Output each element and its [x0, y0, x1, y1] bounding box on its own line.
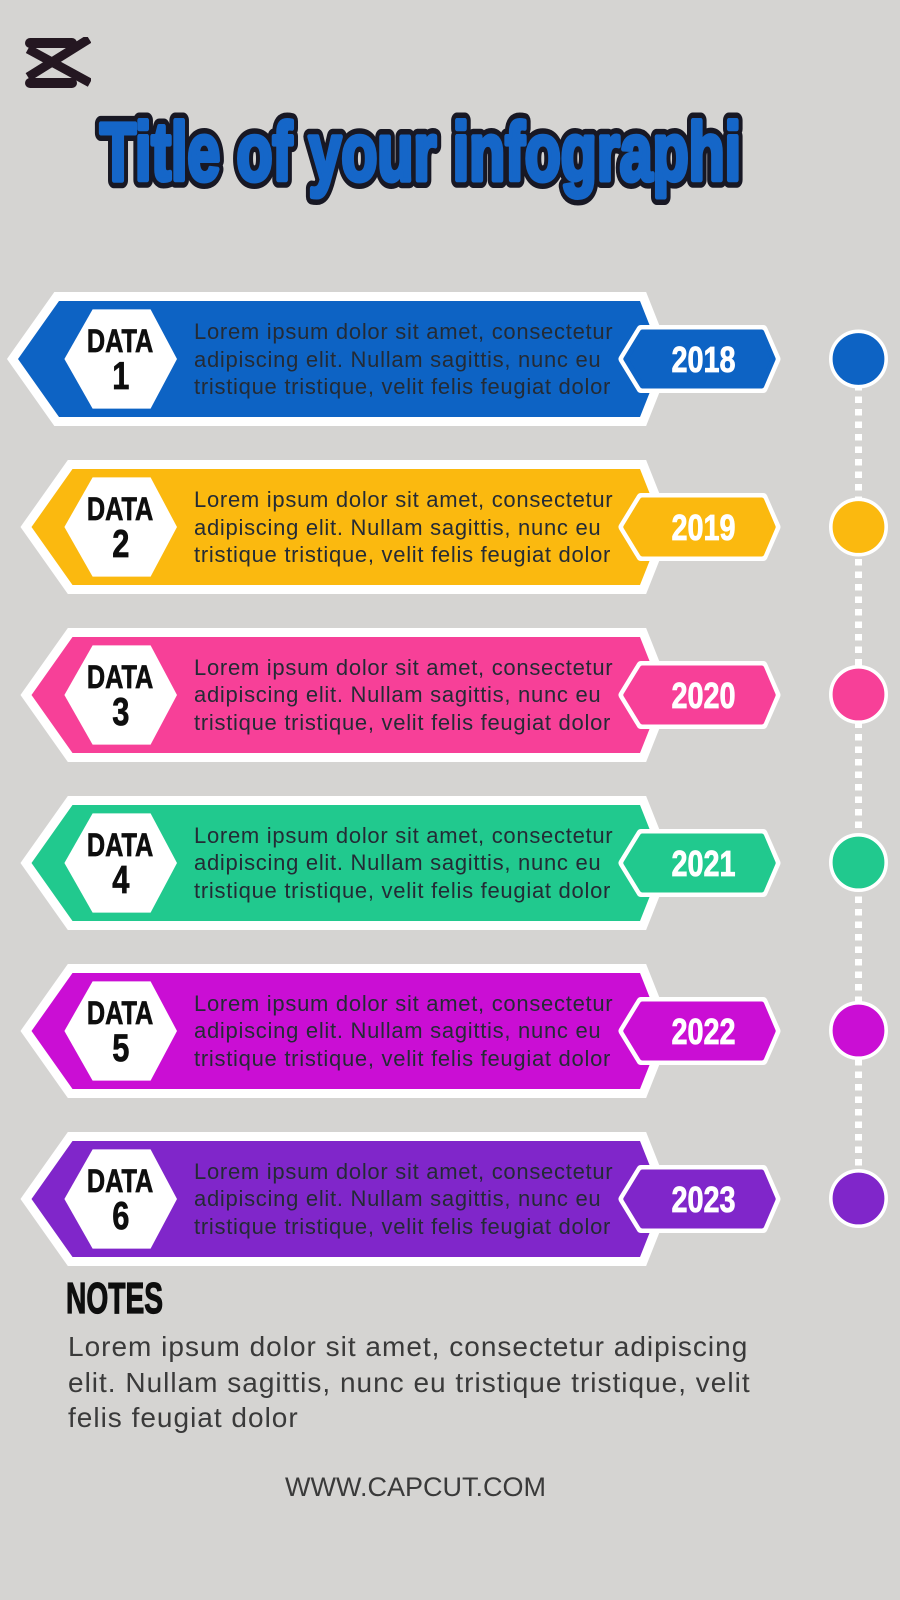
- svg-text:Title of your infographi: Title of your infographi: [100, 107, 741, 198]
- svg-text:Title of your infographi: Title of your infographi: [100, 107, 741, 198]
